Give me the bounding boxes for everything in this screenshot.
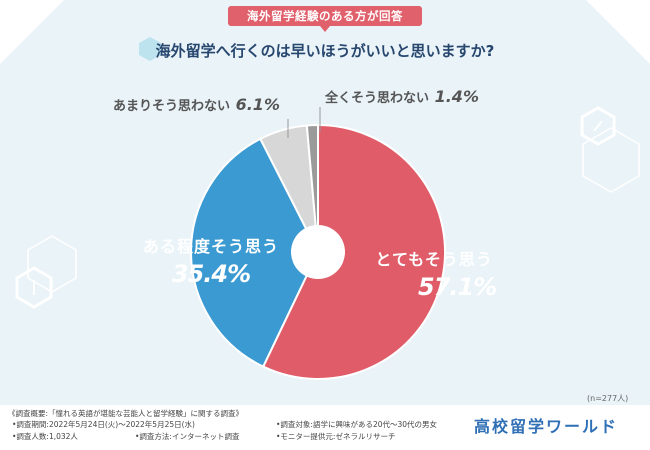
slice-label-strongly-agree: とてもそう思う 57.1% bbox=[372, 246, 497, 301]
slice-not-at-all bbox=[305, 123, 319, 253]
label-strongly-agree: とてもそう思う bbox=[375, 250, 493, 269]
respondent-tag-tail bbox=[320, 26, 330, 32]
pct-strongly-agree: 57.1% bbox=[418, 273, 497, 301]
donut-hole bbox=[291, 225, 345, 279]
pct-somewhat-agree: 35.4% bbox=[171, 260, 251, 288]
slice-somewhat-agree bbox=[190, 137, 320, 368]
sample-size-note: (n=277人) bbox=[587, 394, 629, 403]
question-hexagon-icon bbox=[139, 37, 161, 61]
slice-label-not-at-all: 全くそう思わない 1.4% bbox=[325, 87, 479, 106]
label-rarely: あまりそう思わない bbox=[113, 99, 231, 114]
survey-footer: 《調査概要:「憧れる英語が堪能な芸能人と留学経験」に関する調査》 •調査期間:2… bbox=[0, 405, 650, 450]
respondent-tag: 海外留学経験のある方が回答 bbox=[228, 6, 422, 26]
slice-label-rarely: あまりそう思わない 6.1% bbox=[113, 95, 280, 114]
pct-not-at-all: 1.4% bbox=[434, 87, 479, 106]
survey-target: •調査対象:語学に興味がある20代〜30代の男女 bbox=[276, 420, 438, 429]
question-title: 海外留学へ行くのは早いほうがいいと思いますか? bbox=[155, 42, 495, 60]
survey-overview-title: 《調査概要:「憧れる英語が堪能な芸能人と留学経験」に関する調査》 bbox=[8, 409, 244, 418]
survey-method: •調査方法:インターネット調査 bbox=[135, 432, 240, 441]
label-somewhat-agree: ある程度そう思う bbox=[143, 237, 280, 256]
brand-logo: 高校留学ワールド bbox=[474, 417, 619, 436]
slice-strongly-agree bbox=[261, 123, 446, 380]
survey-period: •調査期間:2022年5月24日(火)〜2022年5月25日(水) bbox=[12, 420, 195, 429]
survey-count: •調査人数:1,032人 bbox=[12, 432, 78, 441]
survey-provider: •モニター提供元:ゼネラルリサーチ bbox=[276, 432, 396, 441]
pct-rarely: 6.1% bbox=[235, 95, 280, 114]
slice-label-somewhat-agree: ある程度そう思う 35.4% bbox=[143, 233, 279, 288]
label-not-at-all: 全くそう思わない bbox=[325, 91, 430, 106]
